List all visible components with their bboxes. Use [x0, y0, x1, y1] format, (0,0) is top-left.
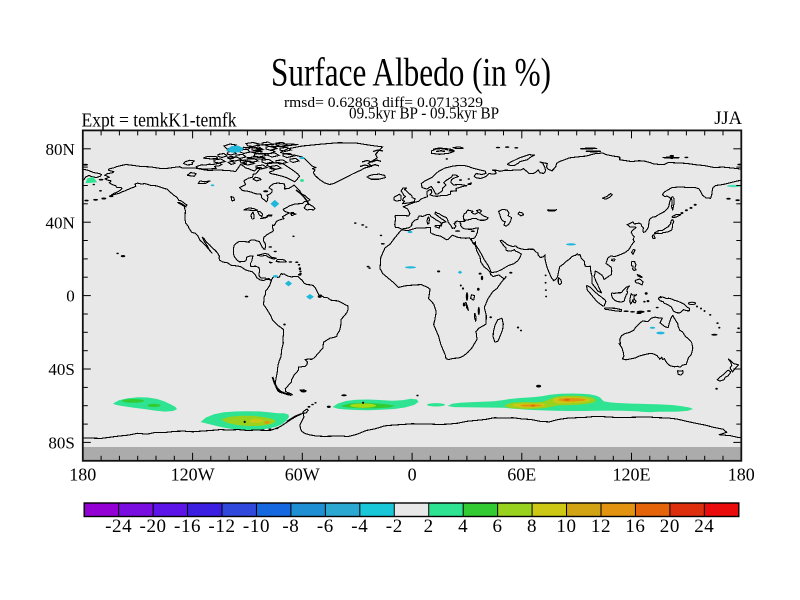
svg-text:-2: -2: [386, 516, 403, 537]
svg-text:JJA: JJA: [714, 109, 742, 129]
svg-text:24: 24: [694, 516, 714, 537]
svg-text:180: 180: [728, 465, 755, 485]
svg-text:40N: 40N: [46, 213, 75, 232]
svg-text:6: 6: [493, 516, 503, 537]
svg-text:12: 12: [591, 516, 611, 537]
svg-text:60E: 60E: [507, 465, 536, 485]
svg-text:80N: 80N: [46, 140, 75, 159]
svg-text:4: 4: [458, 516, 468, 537]
svg-text:-24: -24: [105, 516, 132, 537]
svg-text:20: 20: [660, 516, 680, 537]
svg-text:8: 8: [527, 516, 537, 537]
svg-text:40S: 40S: [48, 360, 74, 379]
svg-text:180: 180: [69, 465, 96, 485]
svg-text:-8: -8: [282, 516, 299, 537]
svg-text:09.5kyr BP - 09.5kyr BP: 09.5kyr BP - 09.5kyr BP: [349, 104, 499, 123]
svg-text:-12: -12: [208, 516, 235, 537]
svg-text:60W: 60W: [285, 465, 320, 485]
svg-text:2: 2: [424, 516, 434, 537]
svg-text:16: 16: [625, 516, 645, 537]
svg-text:80S: 80S: [48, 434, 74, 453]
svg-text:120W: 120W: [171, 465, 215, 485]
svg-text:-4: -4: [351, 516, 368, 537]
svg-text:-6: -6: [317, 516, 334, 537]
svg-text:120E: 120E: [613, 465, 651, 485]
svg-text:0: 0: [66, 287, 75, 306]
svg-text:0: 0: [408, 465, 417, 485]
svg-text:-10: -10: [243, 516, 270, 537]
svg-text:Expt = temkK1-temfk: Expt = temkK1-temfk: [82, 110, 238, 132]
svg-text:Surface Albedo (in %): Surface Albedo (in %): [271, 50, 551, 95]
svg-text:rmsd= 0.62863 diff= 0.0713329: rmsd= 0.62863 diff= 0.0713329: [284, 95, 483, 111]
svg-text:10: 10: [556, 516, 576, 537]
svg-text:-16: -16: [174, 516, 201, 537]
svg-text:-20: -20: [140, 516, 167, 537]
